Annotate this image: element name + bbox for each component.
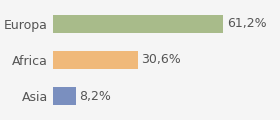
Bar (53, 15, 223, 33)
Text: 61,2%: 61,2% (227, 18, 266, 30)
Bar (53, 51, 138, 69)
Text: 30,6%: 30,6% (141, 54, 181, 66)
Text: 8,2%: 8,2% (79, 90, 111, 102)
Bar (53, 87, 76, 105)
